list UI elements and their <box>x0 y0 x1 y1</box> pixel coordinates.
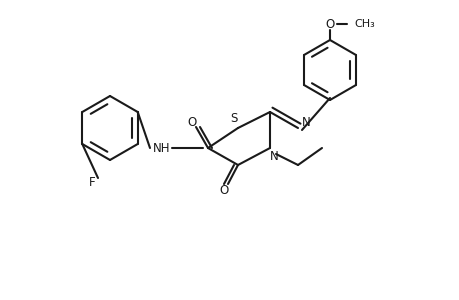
Text: N: N <box>301 116 310 130</box>
Text: CH₃: CH₃ <box>353 19 374 29</box>
Text: O: O <box>187 116 196 128</box>
Text: F: F <box>89 176 95 188</box>
Text: N: N <box>269 151 278 164</box>
Text: O: O <box>219 184 228 196</box>
Text: NH: NH <box>153 142 170 154</box>
Text: S: S <box>230 112 237 124</box>
Text: O: O <box>325 17 334 31</box>
